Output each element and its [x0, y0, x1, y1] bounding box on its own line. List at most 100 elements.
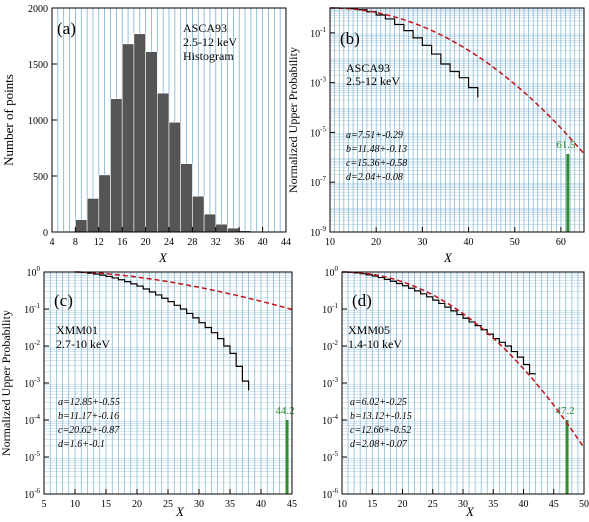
pd-ytick-label: 10-4 [322, 413, 338, 427]
panel-b-fit-line [330, 7, 585, 155]
panel-a-annotation-1: ASCA93 [183, 21, 227, 35]
pb-ytick-label: 10-5 [310, 125, 326, 139]
pd-ytick-label: 10-2 [322, 339, 338, 353]
pc-xtick-label: 25 [163, 499, 173, 510]
panel-c-annotation-2: 2.7-10 keV [56, 337, 110, 351]
panel-d-xlabel: X [465, 504, 475, 519]
pb-ytick-label: 10-9 [310, 225, 326, 239]
panel-c-label: (c) [54, 291, 73, 310]
panel-c-xlabel: X [175, 504, 185, 519]
panel-b-param-d: d=2.04+-0.08 [346, 172, 403, 183]
panel-a-annotation-2: 2.5-12 keV [183, 35, 237, 49]
histogram-bar [145, 51, 158, 233]
panel-b-annotation-2: 2.5-12 keV [346, 74, 400, 88]
pb-xtick-label: 50 [510, 237, 520, 248]
pb-xtick-label: 30 [417, 237, 427, 248]
panel-d-fit-line [342, 271, 585, 449]
pc-marker-label: 44.2 [275, 405, 294, 417]
panel-c-probability: 5 10 15 20 25 30 35 40 45 10-6 10-5 10-4 10-3 10-2 10-… [0, 265, 297, 519]
panel-b-xlabel: X [443, 250, 453, 265]
pb-ytick-label: 10-7 [310, 175, 326, 189]
panel-a-xtick-label: 4 [50, 237, 55, 248]
pb-marker-label: 61.5 [556, 139, 576, 151]
panel-c-empirical-line [75, 271, 250, 391]
pd-xtick-label: 30 [458, 499, 468, 510]
histogram-bar [121, 43, 135, 233]
pb-xtick-label: 10 [325, 237, 335, 248]
pd-marker-label: 47.2 [555, 405, 574, 417]
panel-d-param-a: a=6.02+-0.25 [350, 397, 407, 408]
pc-ytick-label: 10-4 [24, 413, 40, 427]
panel-a-xlabel: X [158, 250, 168, 265]
panel-c-param-c: c=20.62+-0.87 [58, 425, 120, 436]
pd-ytick-label: 100 [325, 265, 339, 279]
histogram-bar [110, 98, 123, 233]
panel-a-xtick-label: 8 [73, 237, 78, 248]
panel-a-ytick-label: 500 [33, 172, 48, 183]
pd-xtick-label: 40 [519, 499, 529, 510]
panel-a-histogram: 4 8 12 16 20 24 28 32 36 40 44 0 500 1000 1500 2000 (a)… [1, 4, 291, 265]
panel-a-xtick-label: 12 [94, 237, 104, 248]
pc-xtick-label: 10 [70, 499, 80, 510]
panel-b-frame [329, 7, 585, 233]
pd-ytick-label: 10-3 [322, 376, 338, 390]
pc-xtick-label: 30 [194, 499, 204, 510]
pd-xtick-label: 45 [549, 499, 559, 510]
panel-a-xtick-label: 40 [258, 237, 268, 248]
histogram-bar [168, 121, 181, 233]
pb-xtick-label: 60 [556, 237, 566, 248]
panel-a-ytick-label: 1000 [28, 116, 48, 127]
pc-ytick-label: 10-1 [24, 302, 40, 316]
histogram-bar [157, 92, 170, 233]
histogram-bar [133, 33, 146, 233]
panel-a-xtick-label: 28 [187, 237, 197, 248]
panel-a-ylabel: Number of points [1, 74, 16, 166]
panel-d-param-c: c=12.66+-0.52 [350, 425, 411, 436]
histogram-bar [86, 198, 100, 233]
pd-xtick-label: 15 [367, 499, 377, 510]
pc-ytick-label: 100 [27, 265, 41, 279]
histogram-bar [98, 174, 111, 233]
histogram-bar [192, 195, 205, 233]
panel-a-xtick-label: 24 [164, 237, 174, 248]
pc-xtick-label: 40 [256, 499, 266, 510]
pd-ytick-label: 10-6 [322, 487, 338, 501]
pc-ytick-label: 10-6 [24, 487, 40, 501]
pb-xtick-label: 40 [464, 237, 474, 248]
panel-b-param-c: c=15.36+-0.58 [346, 158, 407, 169]
panel-a-xtick-label: 20 [141, 237, 151, 248]
histogram-bar [180, 163, 193, 233]
histogram-bar [215, 223, 228, 233]
pc-ytick-label: 10-3 [24, 376, 40, 390]
pb-ytick-label: 10-1 [310, 26, 326, 40]
pd-xtick-label: 35 [488, 499, 498, 510]
pd-ytick-label: 10-5 [322, 450, 338, 464]
panel-d-frame [341, 271, 585, 495]
panel-a-ytick-label: 0 [43, 228, 48, 239]
panel-a-xtick-label: 16 [117, 237, 127, 248]
panel-d-param-b: b=13.12+-0.15 [350, 411, 412, 422]
pd-xtick-label: 25 [428, 499, 438, 510]
panel-c-param-b: b=11.17+-0.16 [58, 411, 119, 422]
panel-d-probability: 10 15 20 25 30 35 40 45 50 10-6 10-5 10-4 10-3 10-2 10… [322, 265, 589, 519]
panel-b-label: (b) [340, 29, 360, 48]
histogram-bar [203, 213, 217, 233]
pc-ytick-label: 10-2 [24, 339, 40, 353]
pb-xtick-label: 20 [371, 237, 381, 248]
histogram-bar [75, 219, 88, 233]
panel-a-ytick-label: 2000 [28, 4, 48, 15]
panel-b-param-a: a=7.51+-0.29 [346, 130, 403, 141]
pd-ytick-label: 10-1 [322, 302, 338, 316]
panel-a-label: (a) [57, 19, 76, 38]
pc-xtick-label: 45 [287, 499, 297, 510]
panel-c-param-d: d=1.6+-0.1 [58, 439, 105, 450]
panel-c-ylabel: Normalized Upper Probability [0, 310, 13, 456]
panel-a-xtick-label: 32 [211, 237, 221, 248]
panel-a-frame [51, 7, 287, 233]
panel-c-frame [43, 271, 293, 495]
panel-b-probability: 10 20 30 40 50 60 10-9 10-7 10-5 10-3 10-1 61.5 (b… [286, 7, 585, 265]
pc-xtick-label: 35 [225, 499, 235, 510]
pd-xtick-label: 10 [337, 499, 347, 510]
panel-d-param-d: d=2.08+-0.07 [350, 439, 408, 450]
